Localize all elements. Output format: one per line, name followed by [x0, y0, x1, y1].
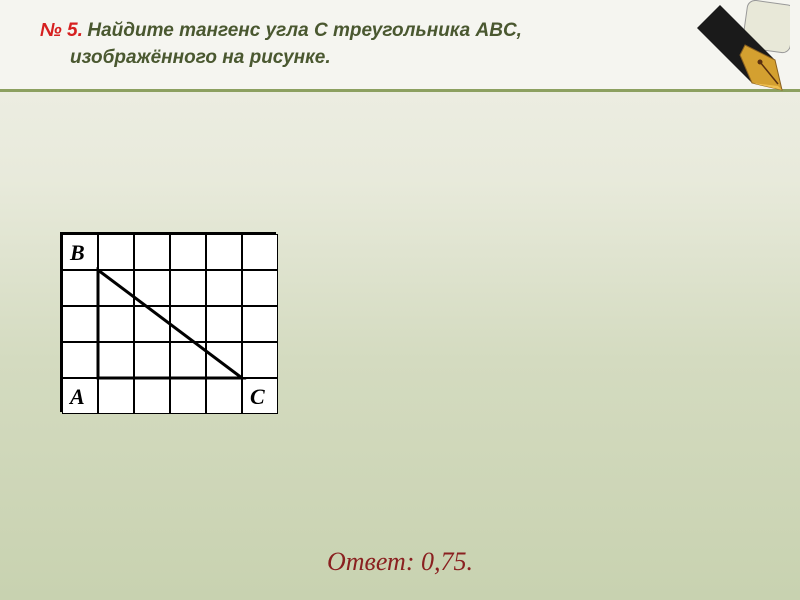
- problem-statement: № 5. Найдите тангенс угла C треугольника…: [40, 18, 680, 71]
- answer-label: Ответ:: [327, 547, 414, 576]
- answer-text: Ответ: 0,75.: [327, 547, 473, 577]
- problem-number: № 5.: [40, 20, 83, 41]
- triangle-shape: [98, 270, 242, 378]
- triangle-figure: BAC: [60, 232, 276, 412]
- answer-value: 0,75.: [421, 547, 473, 576]
- pen-nib-icon: [690, 0, 790, 100]
- problem-header: № 5. Найдите тангенс угла C треугольника…: [0, 0, 800, 92]
- triangle-svg: [62, 234, 278, 414]
- content-area: BAC Ответ: 0,75.: [0, 92, 800, 592]
- problem-text-line1: Найдите тангенс угла C треугольника ABC,: [87, 20, 522, 41]
- problem-text-line2: изображённого на рисунке.: [70, 45, 680, 72]
